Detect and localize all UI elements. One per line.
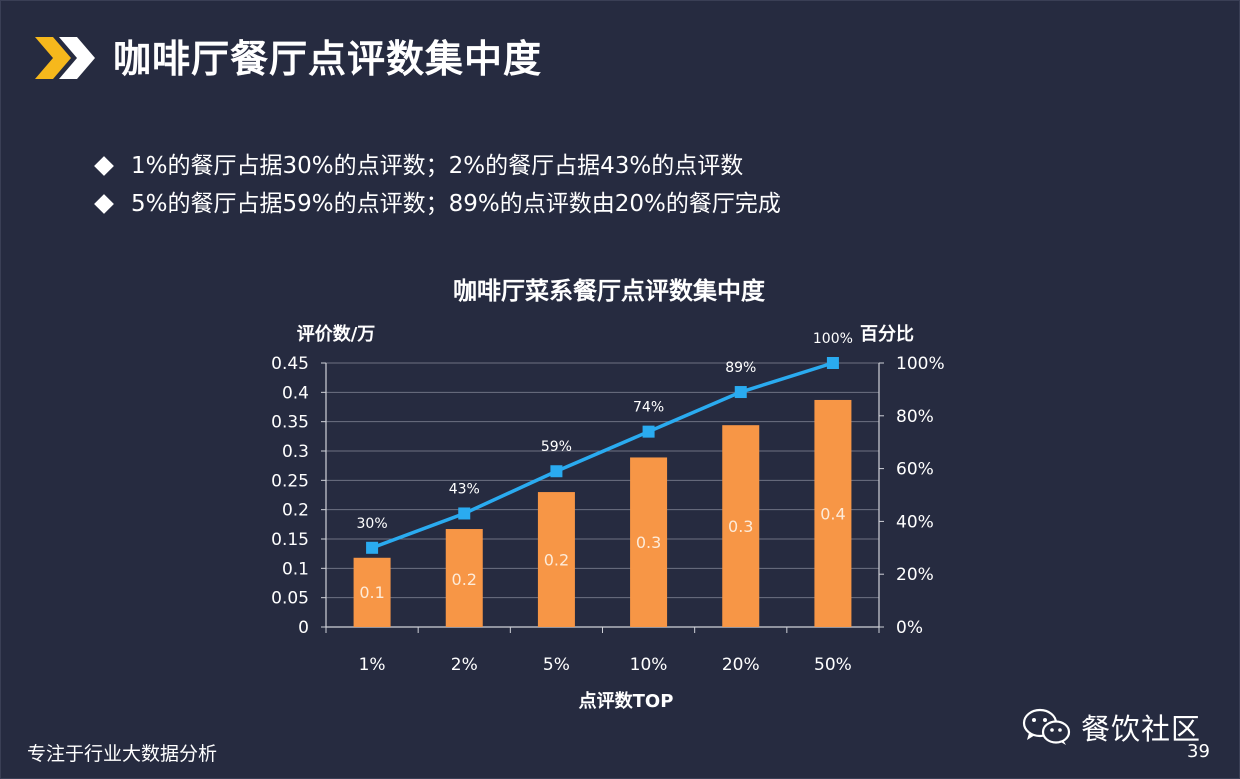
line-point [366,541,379,554]
y-axis-title: 评价数/万 [297,323,376,345]
bar [722,425,760,627]
y2-tick-label: 20% [896,565,934,585]
line-data-label: 59% [541,439,572,455]
bar [353,557,391,627]
line-data-label: 30% [357,516,388,532]
bar-data-label: 0.4 [820,504,845,523]
bar-data-label: 0.2 [544,551,569,570]
y2-tick-label: 80% [896,407,934,427]
bar [537,492,575,627]
bar [814,399,852,627]
y-tick-label: 0.05 [271,589,309,609]
line-point [642,425,655,438]
wechat-icon [1022,708,1071,745]
y-tick-label: 0 [298,618,309,638]
x-tick-label: 50% [814,655,852,675]
y2-tick-label: 60% [896,460,934,480]
bullet-item: 5%的餐厅占据59%的点评数；89%的点评数由20%的餐厅完成 [93,185,781,223]
line-data-label: 43% [449,481,480,497]
bar-data-label: 0.3 [728,517,753,536]
line-point [550,465,563,478]
x-tick-label: 10% [630,655,668,675]
bullet-text: 5%的餐厅占据59%的点评数；89%的点评数由20%的餐厅完成 [131,191,781,217]
brand-name: 餐饮社区 [1081,712,1202,746]
double-chevron-icon [35,37,95,79]
y-tick-label: 0.15 [271,530,309,550]
chart-title: 咖啡厅菜系餐厅点评数集中度 [453,277,766,305]
y2-axis-title: 百分比 [860,324,914,345]
line-point [458,507,471,520]
footer-tagline: 专注于行业大数据分析 [27,743,218,765]
line-point [734,386,747,399]
y-tick-label: 0.4 [282,383,309,403]
y-tick-label: 0.35 [271,413,309,433]
bullet-list: 1%的餐厅占据30%的点评数；2%的餐厅占据43%的点评数 5%的餐厅占据59%… [93,147,781,223]
x-tick-label: 5% [543,655,570,675]
y-tick-label: 0.2 [282,501,309,521]
bullet-item: 1%的餐厅占据30%的点评数；2%的餐厅占据43%的点评数 [93,147,781,185]
y2-tick-label: 40% [896,512,934,532]
y-tick-label: 0.45 [271,354,309,374]
line-data-label: 89% [725,360,756,376]
y-tick-label: 0.25 [271,471,309,491]
bar [445,529,483,627]
y2-tick-label: 100% [896,354,945,374]
bar-data-label: 0.1 [359,583,384,602]
page-title: 咖啡厅餐厅点评数集中度 [113,37,543,81]
bar [630,457,668,627]
x-tick-label: 20% [722,655,760,675]
line-data-label: 100% [813,331,853,347]
x-axis-title: 点评数TOP [579,690,674,712]
bullet-text: 1%的餐厅占据30%的点评数；2%的餐厅占据43%的点评数 [131,153,744,179]
y2-tick-label: 0% [896,618,923,638]
bar-data-label: 0.2 [452,570,477,589]
line-point [826,357,839,369]
percent-line [371,361,834,550]
brand-badge: 餐饮社区 [1021,706,1201,748]
x-tick-label: 1% [359,655,386,675]
y-tick-label: 0.1 [282,559,309,579]
x-tick-label: 2% [451,655,478,675]
bar-data-label: 0.3 [636,533,661,552]
page-number: 39 [1187,741,1210,762]
y-tick-label: 0.3 [282,442,309,462]
line-data-label: 74% [633,400,664,416]
